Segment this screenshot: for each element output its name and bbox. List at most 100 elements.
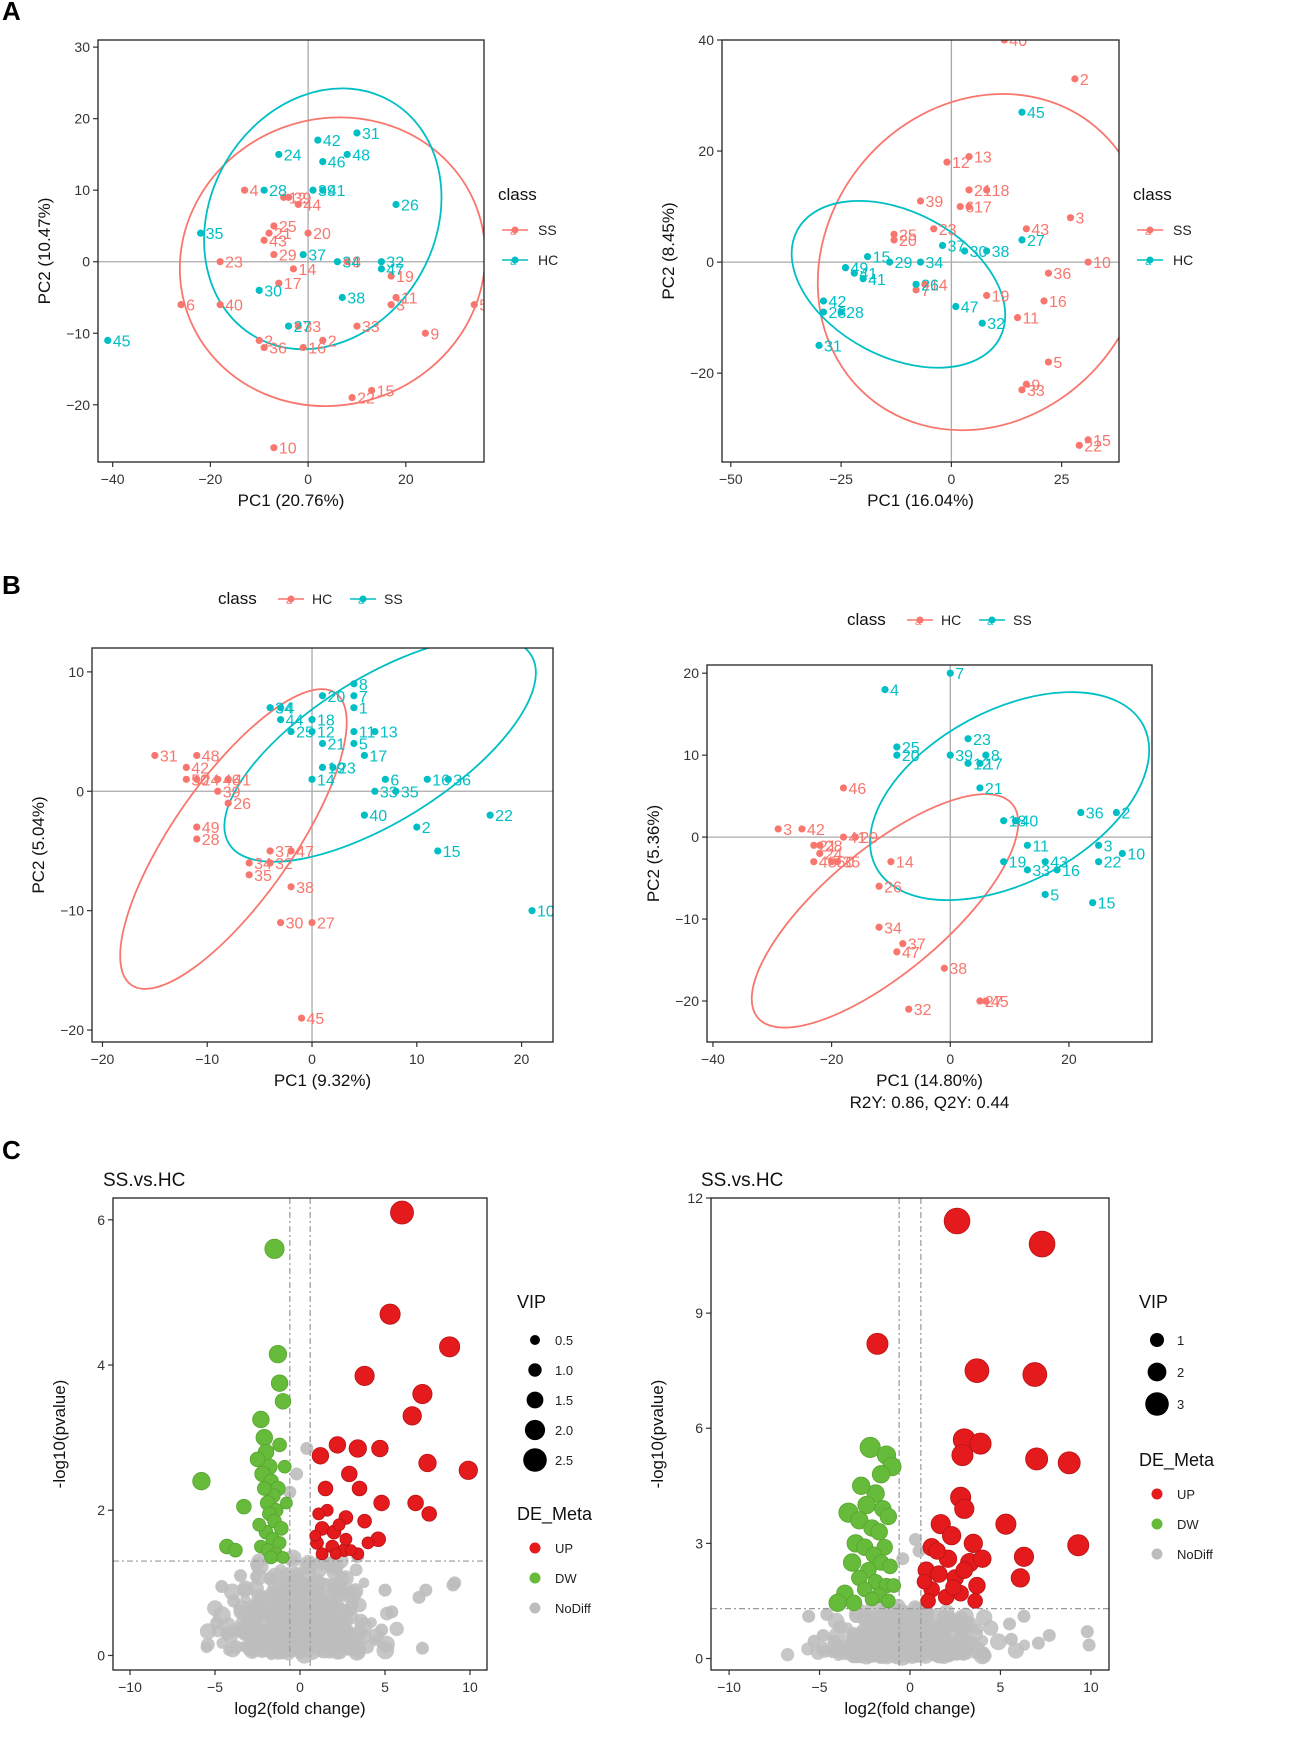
point-SS: [1023, 866, 1031, 874]
point-dw: [828, 1593, 847, 1612]
point-label-HC: 47: [902, 945, 920, 962]
point-SS: [177, 301, 185, 309]
x-axis-title: PC1 (20.76%): [238, 491, 345, 510]
point-HC: [961, 247, 969, 255]
panel-label-c: C: [2, 1135, 21, 1165]
point-label-SS: 36: [453, 772, 471, 789]
point-HC: [850, 269, 858, 277]
x-tick-label: 20: [514, 1051, 530, 1067]
point-label-HC: 31: [824, 338, 842, 355]
point-label-HC: 42: [323, 133, 341, 150]
point-nodiff-outlier: [802, 1609, 816, 1623]
legend-de-key: [529, 1572, 541, 1584]
point-nodiff: [256, 1638, 270, 1652]
point-label-SS: 10: [537, 904, 555, 921]
y-tick-label: 0: [695, 1650, 703, 1666]
point-SS: [1053, 866, 1061, 874]
legend-key-glyph: a: [915, 616, 922, 628]
point-nodiff: [780, 1647, 795, 1662]
legend-vip-label: 0.5: [555, 1333, 573, 1348]
panel-label-b: B: [2, 570, 21, 600]
point-label-HC: 48: [202, 748, 220, 765]
point-label-SS: 16: [308, 341, 326, 358]
point-up: [1013, 1546, 1035, 1567]
point-label-SS: 9: [430, 326, 439, 343]
y-tick-label: 0: [76, 783, 84, 799]
point-up: [995, 1513, 1017, 1535]
point-nodiff-outlier: [227, 1594, 241, 1608]
legend: VIP 1 2 3 DE_Meta UP DW NoDiff: [1139, 1292, 1215, 1562]
point-label-SS: 19: [992, 288, 1010, 305]
ellipse-HC: [203, 87, 443, 351]
legend-de-label: DW: [1177, 1517, 1199, 1532]
y-tick-label: −10: [60, 903, 84, 919]
point-label-HC: 38: [347, 290, 365, 307]
point-dw: [264, 1550, 278, 1565]
y-tick-label: 0: [97, 1647, 105, 1663]
point-nodiff: [251, 1588, 269, 1606]
point-label-HC: 31: [362, 126, 380, 143]
point-label-SS: 44: [286, 713, 304, 730]
point-label-SS: 2: [328, 333, 337, 350]
plot-background: [707, 665, 1152, 1042]
point-nodiff: [894, 1604, 912, 1623]
y-tick-label: 2: [97, 1502, 105, 1518]
x-tick-label: 20: [398, 471, 414, 487]
point-nodiff: [833, 1650, 844, 1662]
point-HC: [266, 847, 274, 855]
legend-key-glyph: a: [1145, 256, 1152, 268]
point-label-HC: 37: [908, 937, 926, 954]
point-label-HC: 34: [926, 255, 944, 272]
point-nodiff: [343, 1584, 362, 1603]
point-label-SS: 19: [1009, 855, 1027, 872]
point-SS: [276, 704, 285, 712]
point-label-SS: 16: [1062, 863, 1080, 880]
chart-title: SS.vs.HC: [701, 1170, 783, 1191]
point-HC: [297, 1014, 306, 1022]
point-nodiff-outlier: [1080, 1625, 1094, 1639]
legend-de-label: NoDiff: [555, 1601, 591, 1616]
legend-vip-label: 2.0: [555, 1423, 573, 1438]
point-label-HC: 27: [317, 916, 335, 933]
y-tick-label: 0: [706, 254, 714, 270]
point-nodiff: [349, 1641, 367, 1659]
point-label-HC: 21: [819, 838, 837, 855]
point-nodiff: [325, 1578, 336, 1590]
point-dw: [255, 1428, 273, 1447]
point-SS: [350, 727, 358, 736]
point-nodiff-outlier: [378, 1583, 392, 1597]
point-label-HC: 24: [202, 772, 220, 789]
point-dw: [280, 1496, 293, 1510]
point-nodiff-outlier: [448, 1576, 462, 1590]
point-SS: [308, 775, 316, 783]
point-label-SS: 40: [1021, 814, 1039, 831]
point-label-SS: 36: [1053, 266, 1071, 283]
point-label-HC: 45: [307, 1011, 325, 1028]
point-label-SS: 11: [1023, 311, 1040, 328]
legend-title: class: [498, 185, 537, 204]
point-up: [412, 1384, 433, 1405]
point-dw: [852, 1476, 871, 1495]
point-nodiff: [301, 1568, 316, 1584]
point-HC: [266, 859, 274, 867]
point-label-HC: 45: [991, 994, 1009, 1011]
point-SS: [893, 751, 901, 759]
point-nodiff: [250, 1557, 265, 1572]
legend-key-dot: [511, 226, 519, 234]
x-tick-label: 0: [946, 1051, 954, 1067]
point-SS: [982, 751, 990, 759]
point-label-SS: 40: [225, 298, 243, 315]
y-tick-label: 10: [74, 182, 90, 198]
point-HC: [828, 858, 836, 866]
point-HC: [978, 319, 986, 327]
point-HC: [798, 825, 806, 833]
x-axis-title: log2(fold change): [844, 1699, 975, 1718]
point-label-HC: 32: [275, 856, 293, 873]
point-nodiff: [869, 1644, 883, 1658]
point-dw: [859, 1436, 881, 1458]
point-SS: [350, 704, 358, 712]
legend-item-label: SS: [1173, 222, 1192, 238]
legend: class a HC a SS: [218, 589, 403, 608]
point-HC: [275, 150, 283, 159]
